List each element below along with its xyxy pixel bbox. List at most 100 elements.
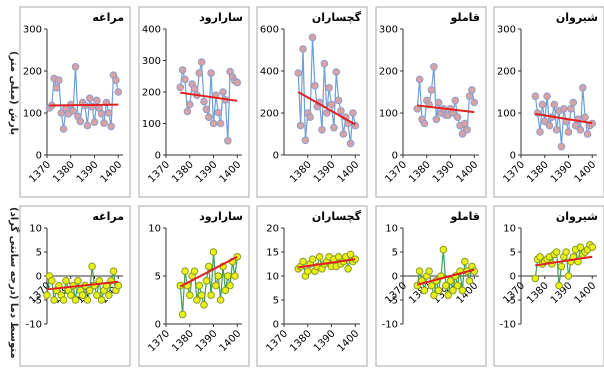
- data-point: [344, 265, 352, 273]
- data-point: [59, 296, 68, 304]
- data-point: [59, 125, 68, 133]
- data-point: [100, 119, 108, 127]
- data-point: [470, 98, 479, 107]
- panel-frame: [138, 6, 250, 198]
- data-point: [202, 277, 211, 285]
- data-point: [78, 291, 87, 300]
- y-tick-label: 5: [155, 272, 161, 283]
- data-point: [52, 84, 61, 92]
- data-point: [114, 281, 123, 290]
- data-point: [195, 281, 204, 290]
- data-point: [545, 121, 554, 130]
- data-point: [420, 119, 429, 128]
- y-tick-label: 15: [266, 248, 279, 259]
- y-tick-label: 200: [260, 109, 279, 120]
- data-point: [465, 277, 474, 285]
- trend-line: [535, 255, 593, 267]
- y-tick-label: -5: [32, 296, 42, 307]
- panel-title: مراغه: [92, 210, 124, 223]
- data-point: [320, 59, 329, 68]
- data-point: [339, 130, 348, 138]
- data-point: [337, 107, 345, 115]
- y-tick-label: 200: [23, 67, 42, 78]
- data-point: [224, 137, 232, 145]
- y-tick-label: -5: [506, 296, 516, 307]
- panel-title: گچساران: [312, 210, 362, 223]
- y-tick-label: 200: [379, 67, 398, 78]
- data-point: [233, 252, 242, 261]
- data-point: [97, 296, 106, 304]
- data-point: [425, 267, 433, 276]
- y-tick-label: 0: [510, 272, 516, 283]
- data-point: [216, 119, 225, 128]
- data-point: [531, 92, 540, 100]
- panel-title: قاملو: [449, 11, 480, 24]
- data-point: [334, 252, 343, 261]
- data-point: [451, 96, 460, 105]
- trend-line: [298, 258, 356, 269]
- panel-title: شیروان: [556, 210, 598, 223]
- data-point: [200, 97, 208, 106]
- data-point: [43, 291, 51, 300]
- data-point: [55, 76, 63, 84]
- data-point: [468, 86, 476, 94]
- data-point: [221, 286, 230, 295]
- data-point: [226, 281, 234, 290]
- data-point: [86, 286, 94, 295]
- data-point: [205, 113, 213, 121]
- data-point: [536, 128, 544, 136]
- data-point: [183, 107, 192, 116]
- data-point: [536, 252, 544, 261]
- data-point: [71, 296, 80, 304]
- y-tick-label: 0: [155, 151, 161, 162]
- y-tick-label: 20: [266, 224, 279, 235]
- data-point: [543, 92, 551, 100]
- data-point: [465, 92, 474, 100]
- data-point: [557, 262, 566, 271]
- y-tick-label: 5: [273, 296, 279, 307]
- data-point: [93, 291, 101, 300]
- data-point: [212, 281, 220, 290]
- data-point: [178, 66, 187, 74]
- data-point: [195, 69, 204, 77]
- data-point: [88, 262, 96, 271]
- data-point: [224, 272, 232, 280]
- y-tick-label: 400: [260, 67, 279, 78]
- data-point: [207, 69, 215, 77]
- data-point: [214, 108, 223, 117]
- y-tick-label: 400: [142, 25, 161, 36]
- data-point: [296, 121, 305, 130]
- trend-line: [46, 280, 119, 291]
- data-point: [197, 291, 206, 300]
- panel-frame: [256, 205, 368, 367]
- data-point: [434, 286, 443, 295]
- data-point: [197, 58, 206, 66]
- data-point: [555, 281, 563, 290]
- y-tick-label: 5: [392, 248, 398, 259]
- data-point: [69, 107, 77, 115]
- y-tick-label: 0: [36, 151, 42, 162]
- y-tick-label: 10: [266, 272, 279, 283]
- y-tick-label: 300: [379, 25, 398, 36]
- data-point: [415, 267, 424, 276]
- data-point: [557, 142, 566, 151]
- panel-title: سارارود: [199, 210, 243, 223]
- trend-line: [180, 91, 238, 102]
- y-tick-label: -10: [26, 320, 42, 331]
- data-point: [178, 310, 187, 319]
- data-point: [564, 128, 573, 136]
- panel-frame: [493, 205, 604, 367]
- data-point: [190, 85, 199, 93]
- data-point: [449, 286, 457, 295]
- data-point: [571, 121, 580, 130]
- y-tick-label: 100: [142, 119, 161, 130]
- data-point: [311, 81, 319, 90]
- data-point: [552, 248, 561, 256]
- data-point: [581, 113, 589, 121]
- data-point: [330, 123, 338, 132]
- data-point: [318, 126, 326, 134]
